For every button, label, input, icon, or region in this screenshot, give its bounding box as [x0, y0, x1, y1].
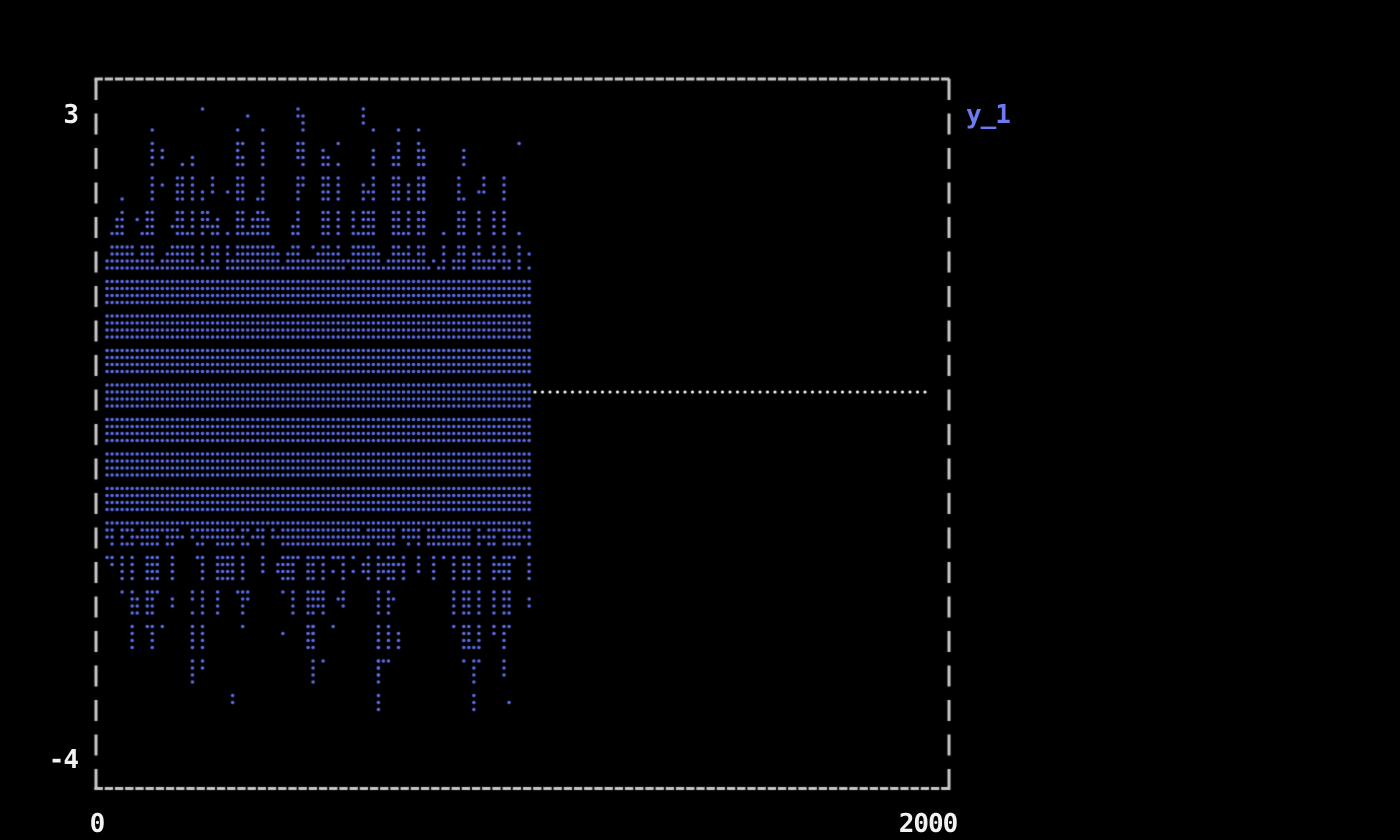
x-axis-max-label: 2000: [898, 809, 959, 839]
legend-label: y_1: [966, 100, 1011, 130]
x-axis-min-label: 0: [89, 809, 106, 839]
y-axis-min-label: -4: [48, 745, 79, 775]
y-axis-max-label: 3: [63, 100, 79, 130]
